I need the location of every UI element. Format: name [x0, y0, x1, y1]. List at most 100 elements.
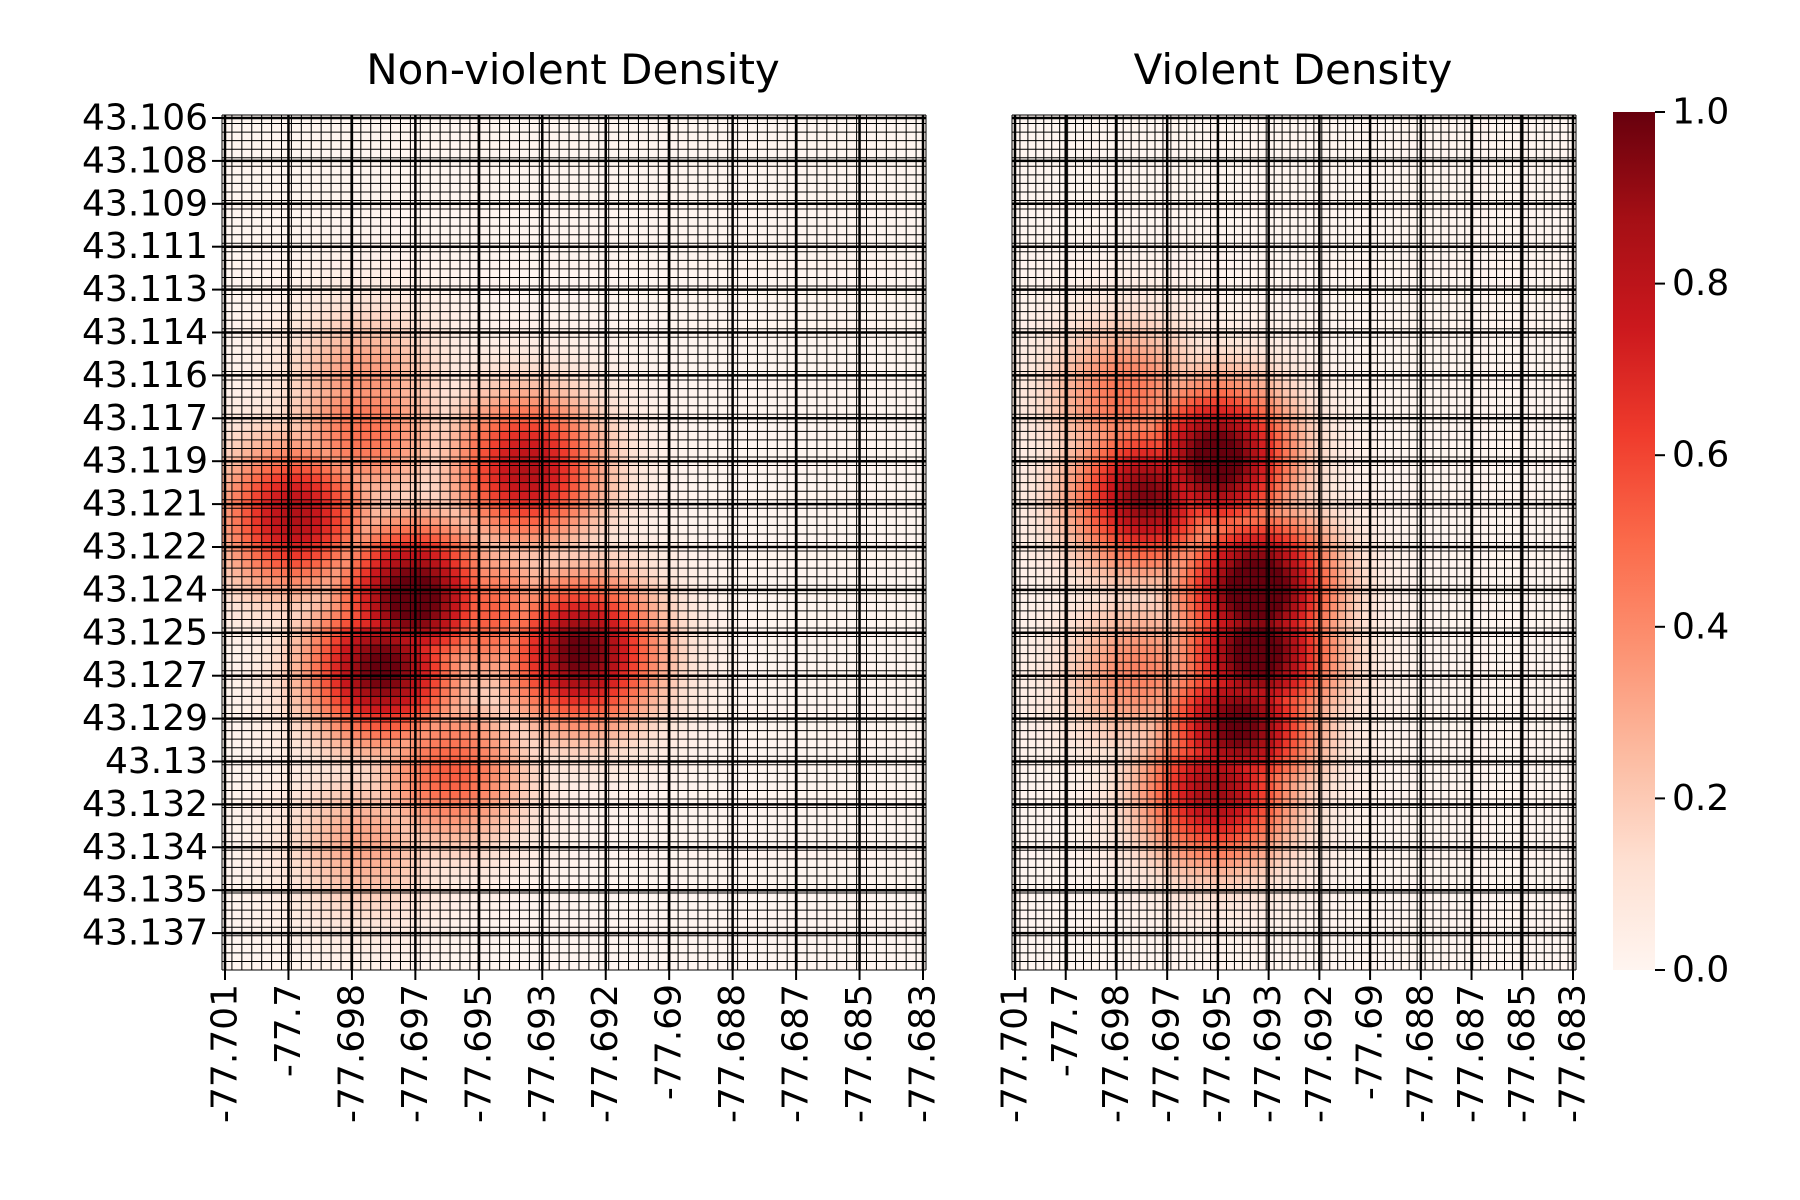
- heat-cell: [380, 174, 391, 184]
- heat-cell: [608, 183, 620, 193]
- heat-cell: [628, 559, 639, 569]
- heat-cell: [390, 619, 401, 629]
- heat-cell: [787, 174, 798, 184]
- heat-cell: [440, 217, 451, 227]
- heat-cell: [876, 174, 887, 184]
- heat-cell: [499, 174, 510, 184]
- heat-cell: [509, 602, 520, 612]
- heat-cell: [896, 251, 907, 261]
- heat-cell: [866, 303, 877, 313]
- heat-cell: [380, 559, 391, 569]
- heat-cell: [529, 482, 540, 492]
- heat-cell: [340, 149, 352, 159]
- heat-cell: [747, 174, 758, 184]
- heat-cell: [370, 303, 382, 313]
- heat-cell: [846, 277, 857, 287]
- heat-cell: [331, 474, 342, 484]
- heat-cell: [539, 576, 550, 586]
- heat-cell: [519, 320, 530, 330]
- heat-cell: [638, 268, 649, 278]
- heat-cell: [648, 687, 659, 697]
- heat-cell: [231, 260, 243, 270]
- heat-cell: [222, 593, 233, 603]
- heat-cell: [519, 636, 530, 646]
- heat-cell: [360, 388, 372, 398]
- heat-cell: [608, 576, 620, 586]
- heat-cell: [688, 568, 699, 578]
- heat-cell: [569, 277, 580, 287]
- heat-cell: [737, 115, 748, 124]
- heat-cell: [380, 696, 391, 706]
- heat-cell: [301, 123, 312, 133]
- heat-cell: [459, 149, 471, 159]
- heat-cell: [559, 388, 570, 398]
- heat-cell: [340, 166, 352, 176]
- heat-cell: [846, 191, 857, 201]
- heat-cell: [678, 525, 689, 535]
- heat-cell: [707, 140, 719, 150]
- heat-cell: [251, 533, 263, 543]
- heat-cell: [688, 662, 699, 672]
- heat-cell: [519, 602, 530, 612]
- heat-cell: [618, 602, 629, 612]
- heat-cell: [588, 388, 600, 398]
- heat-cell: [578, 431, 590, 441]
- heat-cell: [896, 619, 907, 629]
- heat-cell: [509, 559, 520, 569]
- heat-cell: [251, 234, 263, 244]
- heat-cell: [350, 380, 362, 389]
- heat-cell: [469, 226, 481, 236]
- heat-cell: [350, 132, 362, 142]
- heat-cell: [757, 166, 768, 176]
- heat-cell: [767, 474, 778, 484]
- heat-cell: [440, 345, 451, 355]
- heat-cell: [400, 525, 411, 535]
- heat-cell: [271, 268, 282, 278]
- heat-cell: [549, 157, 560, 167]
- heat-cell: [697, 610, 709, 620]
- heat-cell: [846, 645, 857, 655]
- heat-cell: [876, 696, 887, 706]
- heat-cell: [826, 525, 838, 535]
- heat-cell: [648, 619, 659, 629]
- heat-cell: [866, 610, 877, 620]
- heat-cell: [787, 303, 798, 313]
- heat-cell: [717, 132, 729, 142]
- heat-cell: [598, 354, 610, 364]
- heat-cell: [578, 234, 590, 244]
- heat-cell: [836, 354, 848, 364]
- heat-cell: [866, 551, 877, 560]
- heat-cell: [440, 491, 451, 501]
- heat-cell: [420, 320, 431, 330]
- heat-cell: [688, 474, 699, 484]
- heat-cell: [757, 303, 768, 313]
- heat-cell: [450, 260, 461, 270]
- heat-cell: [489, 132, 501, 142]
- heat-cell: [569, 362, 580, 372]
- heat-cell: [707, 576, 719, 586]
- heat-cell: [836, 439, 848, 449]
- heat-cell: [797, 482, 808, 492]
- heat-cell: [420, 474, 431, 484]
- heat-cell: [420, 115, 431, 124]
- heat-cell: [767, 183, 778, 193]
- heat-cell: [896, 123, 907, 133]
- heat-cell: [618, 679, 629, 689]
- heat-cell: [767, 439, 778, 449]
- heat-cell: [707, 217, 719, 227]
- heat-cell: [450, 568, 461, 578]
- heat-cell: [321, 696, 332, 706]
- heat-cell: [539, 174, 550, 184]
- heat-cell: [757, 439, 768, 449]
- heat-cell: [688, 277, 699, 287]
- heat-cell: [757, 619, 768, 629]
- heat-cell: [529, 294, 540, 304]
- heat-cell: [767, 277, 778, 287]
- heat-cell: [251, 679, 263, 689]
- heat-cell: [499, 345, 510, 355]
- heat-cell: [737, 662, 748, 672]
- heat-cell: [420, 439, 431, 449]
- heat-cell: [440, 260, 451, 270]
- heat-cell: [529, 679, 540, 689]
- heat-cell: [876, 610, 887, 620]
